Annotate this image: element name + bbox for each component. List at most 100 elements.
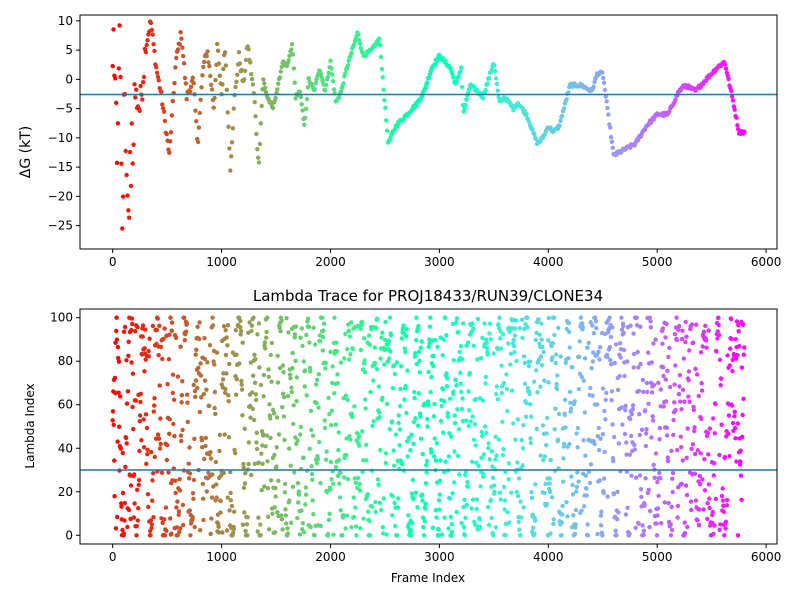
lambda-point	[560, 503, 565, 509]
lambda-point	[175, 533, 180, 538]
lambda-point	[394, 360, 400, 365]
lambda-point	[161, 336, 166, 341]
lambda-point	[125, 524, 130, 530]
lambda-point	[201, 517, 206, 523]
lambda-point	[616, 510, 621, 515]
delta-g-x-ticks: 0 1000 2000 3000 4000 5000 6000	[109, 249, 781, 269]
delta-g-point	[181, 61, 187, 66]
lambda-point	[579, 374, 584, 380]
delta-g-point	[338, 89, 344, 95]
lambda-point	[572, 399, 577, 404]
lambda-point	[685, 426, 690, 431]
y-tick-label: 20	[58, 485, 73, 499]
lambda-point	[619, 405, 624, 410]
lambda-point	[312, 533, 317, 538]
lambda-point	[716, 322, 721, 328]
lambda-point	[391, 448, 396, 453]
lambda-point	[456, 426, 462, 432]
lambda-point	[444, 384, 450, 389]
lambda-point	[632, 447, 637, 452]
delta-g-point	[227, 146, 232, 151]
lambda-point	[531, 379, 537, 384]
lambda-point	[138, 391, 143, 396]
lambda-point	[115, 344, 121, 350]
lambda-point	[702, 457, 707, 462]
lambda-point	[260, 443, 265, 448]
delta-g-point	[325, 74, 331, 80]
lambda-point	[493, 457, 498, 462]
lambda-point	[371, 419, 376, 424]
lambda-point	[258, 533, 263, 538]
lambda-point	[485, 504, 491, 510]
lambda-point	[373, 499, 378, 505]
y-tick-label: 60	[58, 398, 73, 412]
lambda-point	[437, 478, 443, 483]
lambda-point	[306, 324, 312, 329]
lambda-point	[583, 473, 588, 478]
delta-g-point	[287, 53, 292, 58]
x-tick-label: 0	[109, 550, 117, 564]
lambda-point	[741, 322, 746, 327]
lambda-point	[271, 411, 277, 416]
lambda-point	[650, 414, 655, 419]
delta-g-point	[276, 81, 281, 86]
lambda-point	[112, 375, 118, 381]
delta-g-point	[351, 42, 357, 47]
delta-g-point	[141, 74, 147, 80]
lambda-point	[576, 479, 581, 484]
lambda-point	[574, 484, 580, 490]
lambda-point	[152, 396, 157, 401]
delta-g-point	[451, 75, 456, 80]
lambda-point	[180, 379, 185, 384]
delta-g-point	[156, 78, 161, 83]
lambda-point	[243, 528, 248, 534]
lambda-point	[633, 475, 639, 480]
lambda-point	[200, 481, 205, 487]
lambda-point	[377, 410, 382, 415]
delta-g-point	[729, 94, 735, 99]
lambda-point	[584, 493, 589, 498]
lambda-point	[512, 344, 517, 349]
delta-g-point	[303, 106, 309, 112]
lambda-point	[147, 336, 152, 341]
y-tick-label: 80	[58, 354, 73, 368]
lambda-point	[320, 348, 325, 353]
lambda-point	[575, 470, 580, 475]
lambda-point	[311, 512, 316, 517]
lambda-point	[477, 517, 482, 522]
lambda-point	[734, 459, 739, 464]
lambda-point	[250, 406, 255, 412]
lambda-point	[440, 386, 446, 392]
lambda-point	[442, 515, 447, 520]
lambda-point	[621, 347, 627, 353]
lambda-point	[218, 510, 223, 515]
delta-g-point	[742, 129, 747, 134]
delta-g-y-axis-label: ΔG (kT)	[18, 126, 34, 178]
lambda-point	[597, 345, 603, 350]
lambda-point	[341, 475, 347, 480]
lambda-point	[694, 322, 699, 327]
lambda-point	[421, 524, 426, 530]
lambda-point	[684, 334, 689, 339]
lambda-point	[304, 468, 310, 473]
lambda-point	[638, 361, 643, 367]
lambda-point	[351, 514, 357, 520]
lambda-point	[611, 458, 616, 464]
lambda-point	[590, 359, 596, 364]
delta-g-points	[110, 19, 747, 231]
lambda-point	[210, 323, 216, 328]
lambda-point	[639, 427, 645, 432]
delta-g-point	[558, 118, 563, 123]
lambda-point	[624, 452, 629, 457]
x-tick-label: 4000	[533, 550, 564, 564]
lambda-point	[617, 341, 623, 346]
delta-g-point	[341, 81, 346, 86]
lambda-point	[536, 357, 542, 362]
delta-g-point	[198, 97, 203, 103]
lambda-point	[276, 432, 282, 437]
lambda-point	[541, 458, 546, 463]
lambda-point	[719, 376, 724, 381]
lambda-point	[712, 461, 717, 466]
lambda-point	[288, 376, 293, 381]
lambda-point	[536, 317, 541, 322]
